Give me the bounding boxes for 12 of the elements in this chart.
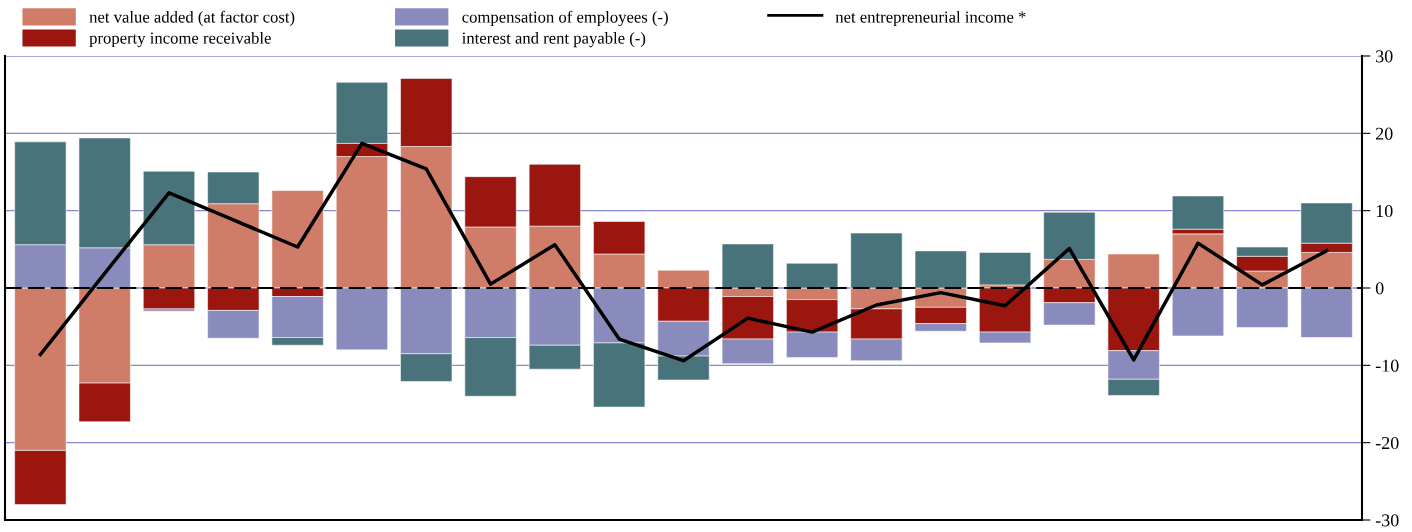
legend-label: property income receivable	[89, 31, 271, 48]
y-tick-label: -30	[1375, 514, 1399, 527]
legend-label: interest and rent payable (-)	[462, 32, 646, 48]
y-tick-label: -10	[1375, 359, 1399, 372]
y-tick-label: 0	[1375, 282, 1384, 295]
y-tick-label: 30	[1376, 50, 1393, 63]
y-tick-label: 10	[1376, 204, 1393, 218]
legend-label: net entrepreneurial income *	[835, 10, 1026, 27]
y-tick-label: -20	[1375, 436, 1399, 450]
legend-label: compensation of employees (-)	[462, 10, 668, 27]
y-tick-label: 20	[1375, 127, 1393, 140]
legend-label: net value added (at factor cost)	[89, 10, 295, 27]
